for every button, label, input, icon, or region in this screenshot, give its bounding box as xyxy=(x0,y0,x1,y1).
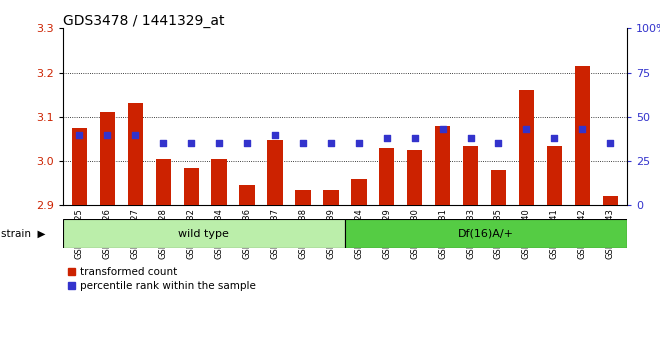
Point xyxy=(158,141,168,146)
Bar xyxy=(407,150,422,205)
Point xyxy=(438,126,448,132)
Bar xyxy=(295,190,311,205)
Point xyxy=(270,132,280,137)
Point xyxy=(577,126,587,132)
Point xyxy=(242,141,252,146)
Bar xyxy=(435,126,450,205)
Point xyxy=(354,141,364,146)
Bar xyxy=(240,185,255,205)
Bar xyxy=(546,145,562,205)
Point xyxy=(214,141,224,146)
Point xyxy=(409,135,420,141)
Point xyxy=(325,141,336,146)
Bar xyxy=(156,159,171,205)
Point xyxy=(74,132,84,137)
Bar xyxy=(603,196,618,205)
Bar xyxy=(323,190,339,205)
Bar xyxy=(491,170,506,205)
Bar xyxy=(100,112,115,205)
Text: wild type: wild type xyxy=(178,229,229,239)
Bar xyxy=(379,148,395,205)
Point xyxy=(605,141,616,146)
Text: strain  ▶: strain ▶ xyxy=(1,229,46,239)
Bar xyxy=(351,179,366,205)
Point xyxy=(102,132,113,137)
Bar xyxy=(575,66,590,205)
Bar xyxy=(127,103,143,205)
Bar xyxy=(463,145,478,205)
Point xyxy=(130,132,141,137)
Point xyxy=(465,135,476,141)
Point xyxy=(549,135,560,141)
Bar xyxy=(267,140,282,205)
Bar xyxy=(183,168,199,205)
Point xyxy=(298,141,308,146)
Point xyxy=(521,126,532,132)
Bar xyxy=(72,128,87,205)
Text: Df(16)A/+: Df(16)A/+ xyxy=(458,229,514,239)
Point xyxy=(186,141,197,146)
Bar xyxy=(345,219,627,248)
Bar xyxy=(519,90,534,205)
Bar xyxy=(63,219,345,248)
Legend: transformed count, percentile rank within the sample: transformed count, percentile rank withi… xyxy=(68,267,256,291)
Text: GDS3478 / 1441329_at: GDS3478 / 1441329_at xyxy=(63,14,224,28)
Point xyxy=(493,141,504,146)
Bar xyxy=(211,159,227,205)
Point xyxy=(381,135,392,141)
